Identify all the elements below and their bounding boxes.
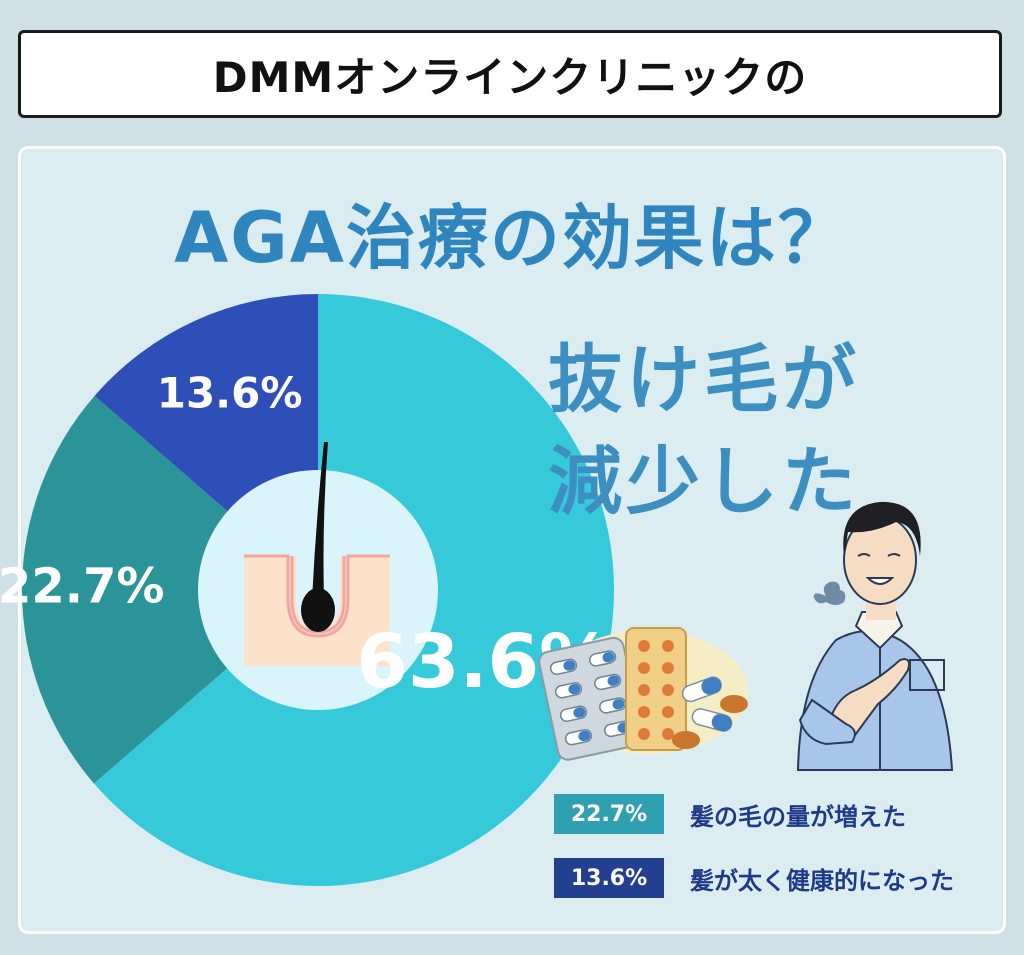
- headline-line1: 抜け毛が: [548, 337, 860, 423]
- header-banner: DMMオンラインクリニックの: [18, 30, 1002, 118]
- pie-slice: [21, 395, 319, 784]
- headline-line2: 減少した: [548, 439, 860, 525]
- legend-value-badge: 22.7%: [554, 794, 664, 834]
- hair-follicle-icon: [244, 442, 390, 666]
- relieved-man-illustration: [796, 501, 954, 771]
- legend-label: 髪が太く健康的になった: [690, 866, 954, 895]
- legend-label: 髪の毛の量が増えた: [690, 802, 906, 831]
- legend-value-badge: 13.6%: [554, 858, 664, 898]
- header-title: DMMオンラインクリニックの: [212, 52, 808, 102]
- chart-title: AGA治療の効果は？: [174, 197, 850, 279]
- legend-item: 13.6% 髪が太く健康的になった: [554, 858, 954, 898]
- pills-illustration: [538, 627, 748, 761]
- slice-value-label: 22.7%: [0, 559, 164, 615]
- legend-item: 22.7% 髪の毛の量が増えた: [554, 794, 906, 834]
- slice-value-label: 13.6%: [157, 369, 303, 418]
